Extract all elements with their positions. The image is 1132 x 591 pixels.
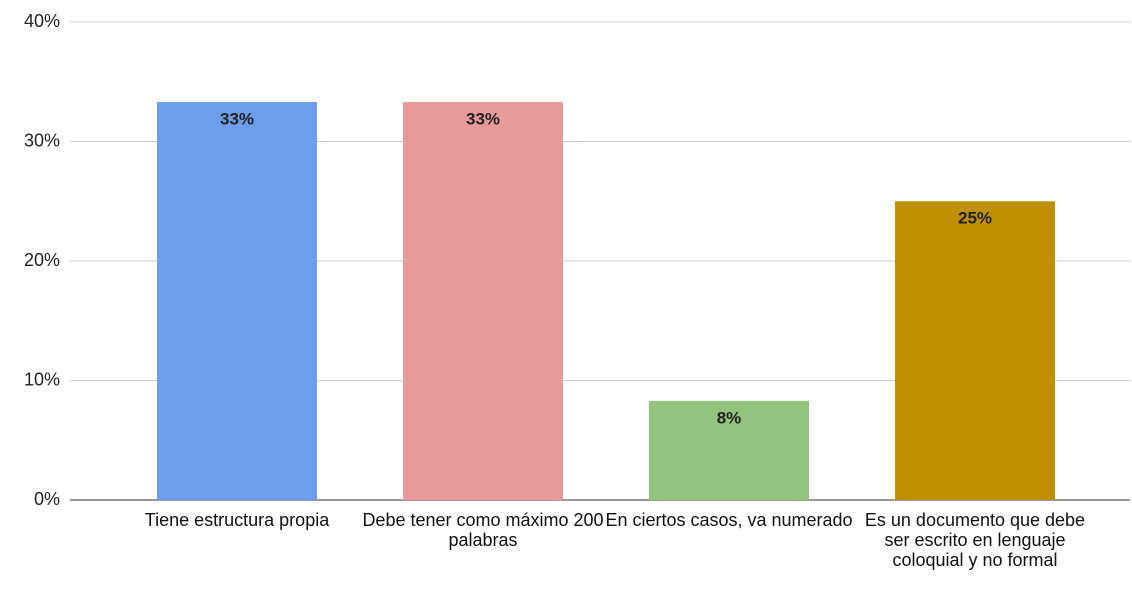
bar (403, 102, 563, 500)
bar (157, 102, 317, 500)
y-tick-label: 40% (24, 11, 60, 31)
data-label: 8% (717, 408, 742, 427)
data-label: 33% (466, 110, 500, 129)
x-tick-label: Debe tener como máximo 200 palabras (362, 510, 604, 550)
data-label: 33% (220, 110, 254, 129)
x-tick-label: En ciertos casos, va numerado (605, 510, 853, 530)
y-tick-label: 10% (24, 369, 60, 389)
y-tick-label: 30% (24, 130, 60, 150)
bar (895, 201, 1055, 500)
x-tick-label: Tiene estructura propia (144, 510, 330, 530)
y-tick-label: 0% (34, 489, 60, 509)
y-tick-label: 20% (24, 250, 60, 270)
bar (649, 400, 809, 500)
x-tick-label: Es un documento que debe ser escrito en … (864, 510, 1086, 570)
data-label: 25% (958, 209, 992, 228)
